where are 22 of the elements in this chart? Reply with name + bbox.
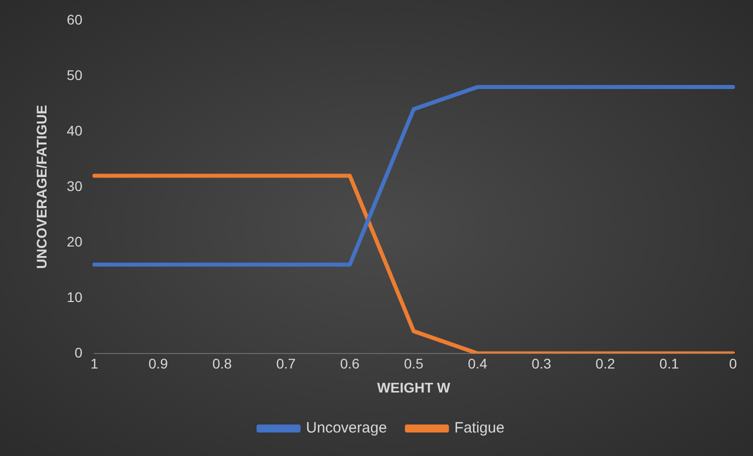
legend-label: Uncoverage	[306, 420, 387, 437]
x-axis-title: WEIGHT W	[377, 379, 452, 396]
y-tick-label: 40	[66, 122, 83, 138]
x-tick-label: 0.3	[532, 356, 552, 372]
y-tick-label: 0	[74, 344, 83, 360]
y-tick-label: 60	[66, 11, 83, 28]
x-tick-label: 0.1	[659, 356, 680, 372]
x-tick-label: 0.9	[148, 356, 168, 372]
y-tick-label: 30	[66, 178, 83, 194]
x-tick-label: 1	[90, 356, 98, 372]
legend-label: Fatigue	[454, 420, 504, 437]
x-tick-label: 0	[729, 356, 738, 372]
x-tick-label: 0.4	[468, 356, 488, 372]
x-tick-label: 0.2	[596, 356, 616, 372]
y-axis-title: UNCOVERAGE/FATIGUE	[33, 104, 50, 269]
y-tick-label: 20	[66, 233, 83, 250]
y-tick-label: 50	[66, 66, 83, 83]
x-tick-label: 0.5	[404, 356, 424, 372]
x-tick-label: 0.6	[340, 356, 360, 372]
y-tick-label: 10	[66, 288, 83, 305]
x-tick-label: 0.7	[276, 356, 296, 372]
x-tick-label: 0.8	[212, 356, 232, 372]
